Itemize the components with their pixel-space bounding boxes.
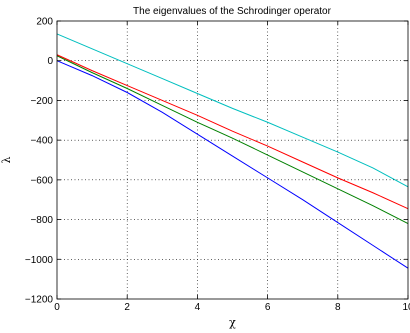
y-tick-label-0: −1200: [25, 295, 54, 306]
x-axis-label: χ: [229, 316, 236, 329]
series-line-4: [56, 33, 409, 188]
x-tick-label-0: 0: [54, 302, 60, 313]
y-tick-label-6: 0: [47, 56, 53, 67]
series-layer: [56, 33, 409, 269]
x-tick-label-4: 8: [335, 302, 341, 313]
series-line-3: [56, 54, 409, 210]
series-line-1: [56, 60, 409, 269]
x-tick-label-2: 4: [195, 302, 201, 313]
y-tick-label-4: −400: [30, 136, 53, 147]
y-tick-label-7: 200: [36, 17, 53, 28]
y-axis-label: λ: [0, 156, 13, 163]
x-tick-label-3: 6: [265, 302, 271, 313]
series-line-2: [56, 55, 409, 224]
grid: [57, 21, 408, 299]
y-tick-label-2: −800: [30, 215, 53, 226]
chart-title: The eigenvalues of the Schrodinger opera…: [133, 6, 332, 17]
x-tick-label-5: 10: [402, 302, 410, 313]
x-tick-label-1: 2: [124, 302, 130, 313]
y-tick-label-5: −200: [30, 96, 53, 107]
y-tick-label-1: −1000: [25, 255, 54, 266]
axis-ticks: 0 2 4 6 8 10 −1200 −1000 −800 −600 −400 −200 0 200: [25, 17, 410, 314]
y-tick-label-3: −600: [30, 175, 53, 186]
plot-frame: [56, 20, 409, 300]
